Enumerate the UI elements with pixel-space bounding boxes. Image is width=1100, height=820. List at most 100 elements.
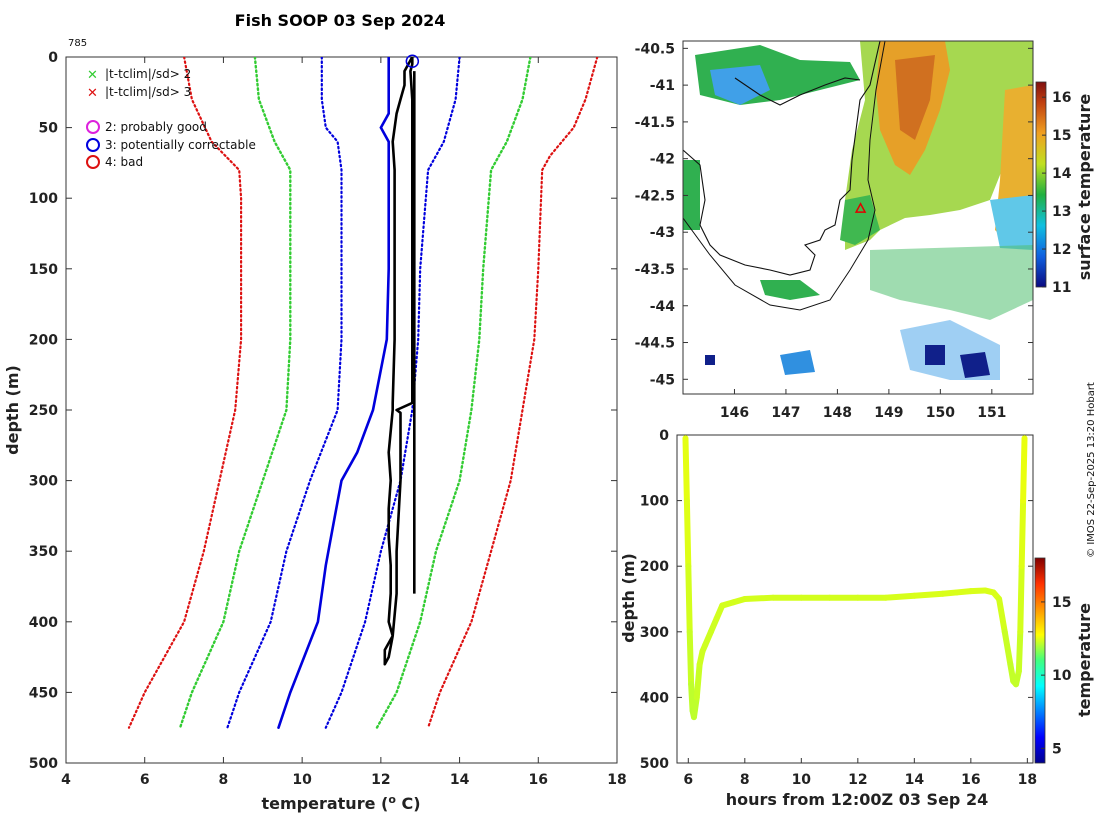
sst-colorbar-label: surface temperature — [1075, 94, 1094, 281]
time-depth-x-label: hours from 12:00Z 03 Sep 24 — [726, 790, 988, 809]
profile-x-tick-label: 10 — [292, 772, 312, 788]
shelf-contour — [683, 41, 886, 311]
temperature-colorbar-ticks: 5 10 15 — [1041, 595, 1072, 757]
legend-red-x-label: |t-tclim|/sd> 3 — [105, 85, 191, 99]
map-y-tick-label: -40.5 — [635, 41, 675, 57]
time-depth-x-ticks: 6 8 10 12 14 16 18 — [683, 758, 1037, 788]
track-segment — [1018, 497, 1027, 570]
time-depth-y-tick-label: 400 — [640, 690, 669, 706]
map-x-tick-label: 151 — [977, 405, 1006, 421]
sst-patch-cold2 — [960, 352, 990, 378]
map-x-tick-label: 146 — [720, 405, 749, 421]
sst-patch-hotter — [895, 55, 935, 140]
time-depth-x-tick-label: 18 — [1018, 772, 1037, 788]
time-depth-y-tick-label: 500 — [640, 756, 669, 772]
map-x-tick-label: 150 — [926, 405, 955, 421]
legend-bad-label: 4: bad — [105, 155, 143, 169]
map-y-tick-label: -45 — [650, 372, 675, 388]
sst-patch-cold3 — [705, 355, 715, 365]
sst-colorbar-tick-label: 16 — [1052, 90, 1071, 106]
sst-patch-east-cool — [990, 195, 1033, 250]
profile-y-tick-label: 0 — [48, 50, 58, 66]
track-segment — [682, 435, 690, 504]
track-segment — [911, 590, 946, 599]
time-depth-panel: 6 8 10 12 14 16 18 0 100 200 300 400 500 hours from… — [619, 428, 1094, 809]
climatology-line — [178, 57, 292, 729]
map-y-tick-label: -41 — [650, 78, 675, 94]
profile-axes-box — [65, 56, 618, 764]
climatology-line — [127, 57, 243, 729]
sst-patch-west — [683, 160, 700, 230]
map-y-ticks: -40.5 -41 -41.5 -42 -42.5 -43 -43.5 -44 -44.5 -45 — [635, 41, 1033, 388]
profile-x-ticks: 4 6 8 10 12 14 16 18 — [61, 57, 627, 788]
temperature-colorbar — [1034, 557, 1046, 764]
time-depth-x-tick-label: 12 — [848, 772, 867, 788]
map-x-ticks: 146 147 148 149 150 151 — [720, 389, 1006, 421]
legend-green-x-label: |t-tclim|/sd> 2 — [105, 67, 191, 81]
track-segment — [685, 563, 693, 635]
profile-id-label: 785 — [68, 38, 87, 49]
time-depth-y-ticks: 0 100 200 300 400 500 — [640, 428, 1033, 772]
legend-red-circle-icon — [86, 155, 100, 169]
temperature-colorbar-tick-label: 5 — [1052, 741, 1062, 757]
track-segment — [1020, 435, 1028, 504]
climatology-line — [427, 57, 599, 729]
climatology-line — [277, 57, 391, 730]
time-depth-track — [682, 435, 1028, 721]
coastline-east — [683, 41, 881, 276]
profile-legend: ✕ |t-tclim|/sd> 2 ✕ |t-tclim|/sd> 3 2: p… — [86, 67, 256, 169]
flag-marker-icon — [405, 54, 420, 68]
sst-colorbar-tick-label: 13 — [1052, 204, 1071, 220]
profile-x-tick-label: 4 — [61, 772, 71, 788]
profile-y-tick-label: 450 — [29, 685, 58, 701]
profile-panel: 785 4 6 8 10 12 14 16 18 0501001502002503003504… — [3, 38, 627, 813]
map-panel: 146 147 148 149 150 151 -40.5 -41 -41.5 -42 -42.5… — [635, 40, 1094, 421]
profile-y-tick-label: 200 — [29, 332, 58, 348]
legend-probably-good-label: 2: probably good — [105, 120, 207, 134]
profile-y-tick-label: 50 — [39, 121, 59, 137]
map-y-tick-label: -42.5 — [635, 188, 675, 204]
legend-magenta-circle-icon — [86, 120, 100, 134]
profile-y-ticks: 0 50 100 150 200 250 300 350 400 450 500 — [29, 50, 617, 772]
map-y-tick-label: -42 — [650, 152, 675, 168]
map-y-tick-label: -44 — [650, 299, 676, 315]
legend-blue-circle-icon — [86, 138, 100, 152]
profile-x-tick-label: 6 — [140, 772, 150, 788]
track-segment — [693, 661, 703, 701]
time-depth-y-label: depth (m) — [619, 553, 638, 643]
sst-heatmap — [683, 41, 1033, 380]
track-segment — [690, 694, 700, 721]
time-depth-y-tick-label: 300 — [640, 625, 669, 641]
coastline-north — [734, 77, 861, 106]
time-depth-x-tick-label: 8 — [740, 772, 750, 788]
time-depth-x-tick-label: 10 — [792, 772, 812, 788]
credit-text: © IMOS 22-Sep-2025 13:20 Hobart — [1086, 382, 1097, 558]
temperature-colorbar-tick-label: 10 — [1052, 668, 1072, 684]
climatology-line — [375, 57, 532, 729]
profile-x-tick-label: 14 — [450, 772, 470, 788]
map-y-tick-label: -44.5 — [635, 336, 675, 352]
track-segment — [1015, 628, 1024, 675]
map-x-tick-label: 147 — [771, 405, 800, 421]
map-y-tick-label: -43 — [650, 225, 675, 241]
sst-colorbar-tick-label: 11 — [1052, 280, 1071, 296]
profile-x-tick-label: 18 — [607, 772, 626, 788]
time-depth-y-tick-label: 100 — [640, 494, 669, 510]
profile-x-tick-label: 12 — [371, 772, 390, 788]
profile-y-label: depth (m) — [3, 365, 22, 455]
profile-y-tick-label: 400 — [29, 615, 58, 631]
profile-x-tick-label: 8 — [219, 772, 229, 788]
map-x-tick-label: 148 — [823, 405, 852, 421]
map-axes-box — [682, 40, 1034, 395]
profile-x-label: temperature (o C) — [261, 793, 420, 813]
profile-y-tick-label: 250 — [29, 403, 58, 419]
temperature-colorbar-tick-label: 15 — [1052, 595, 1071, 611]
profile-y-tick-label: 300 — [29, 474, 58, 490]
climatology-line — [226, 57, 343, 729]
sst-colorbar-ticks: 11 12 13 14 15 16 — [1042, 90, 1072, 296]
track-segment — [1017, 563, 1025, 635]
time-depth-x-tick-label: 14 — [905, 772, 925, 788]
track-segment — [883, 592, 918, 601]
track-segment — [683, 497, 692, 570]
